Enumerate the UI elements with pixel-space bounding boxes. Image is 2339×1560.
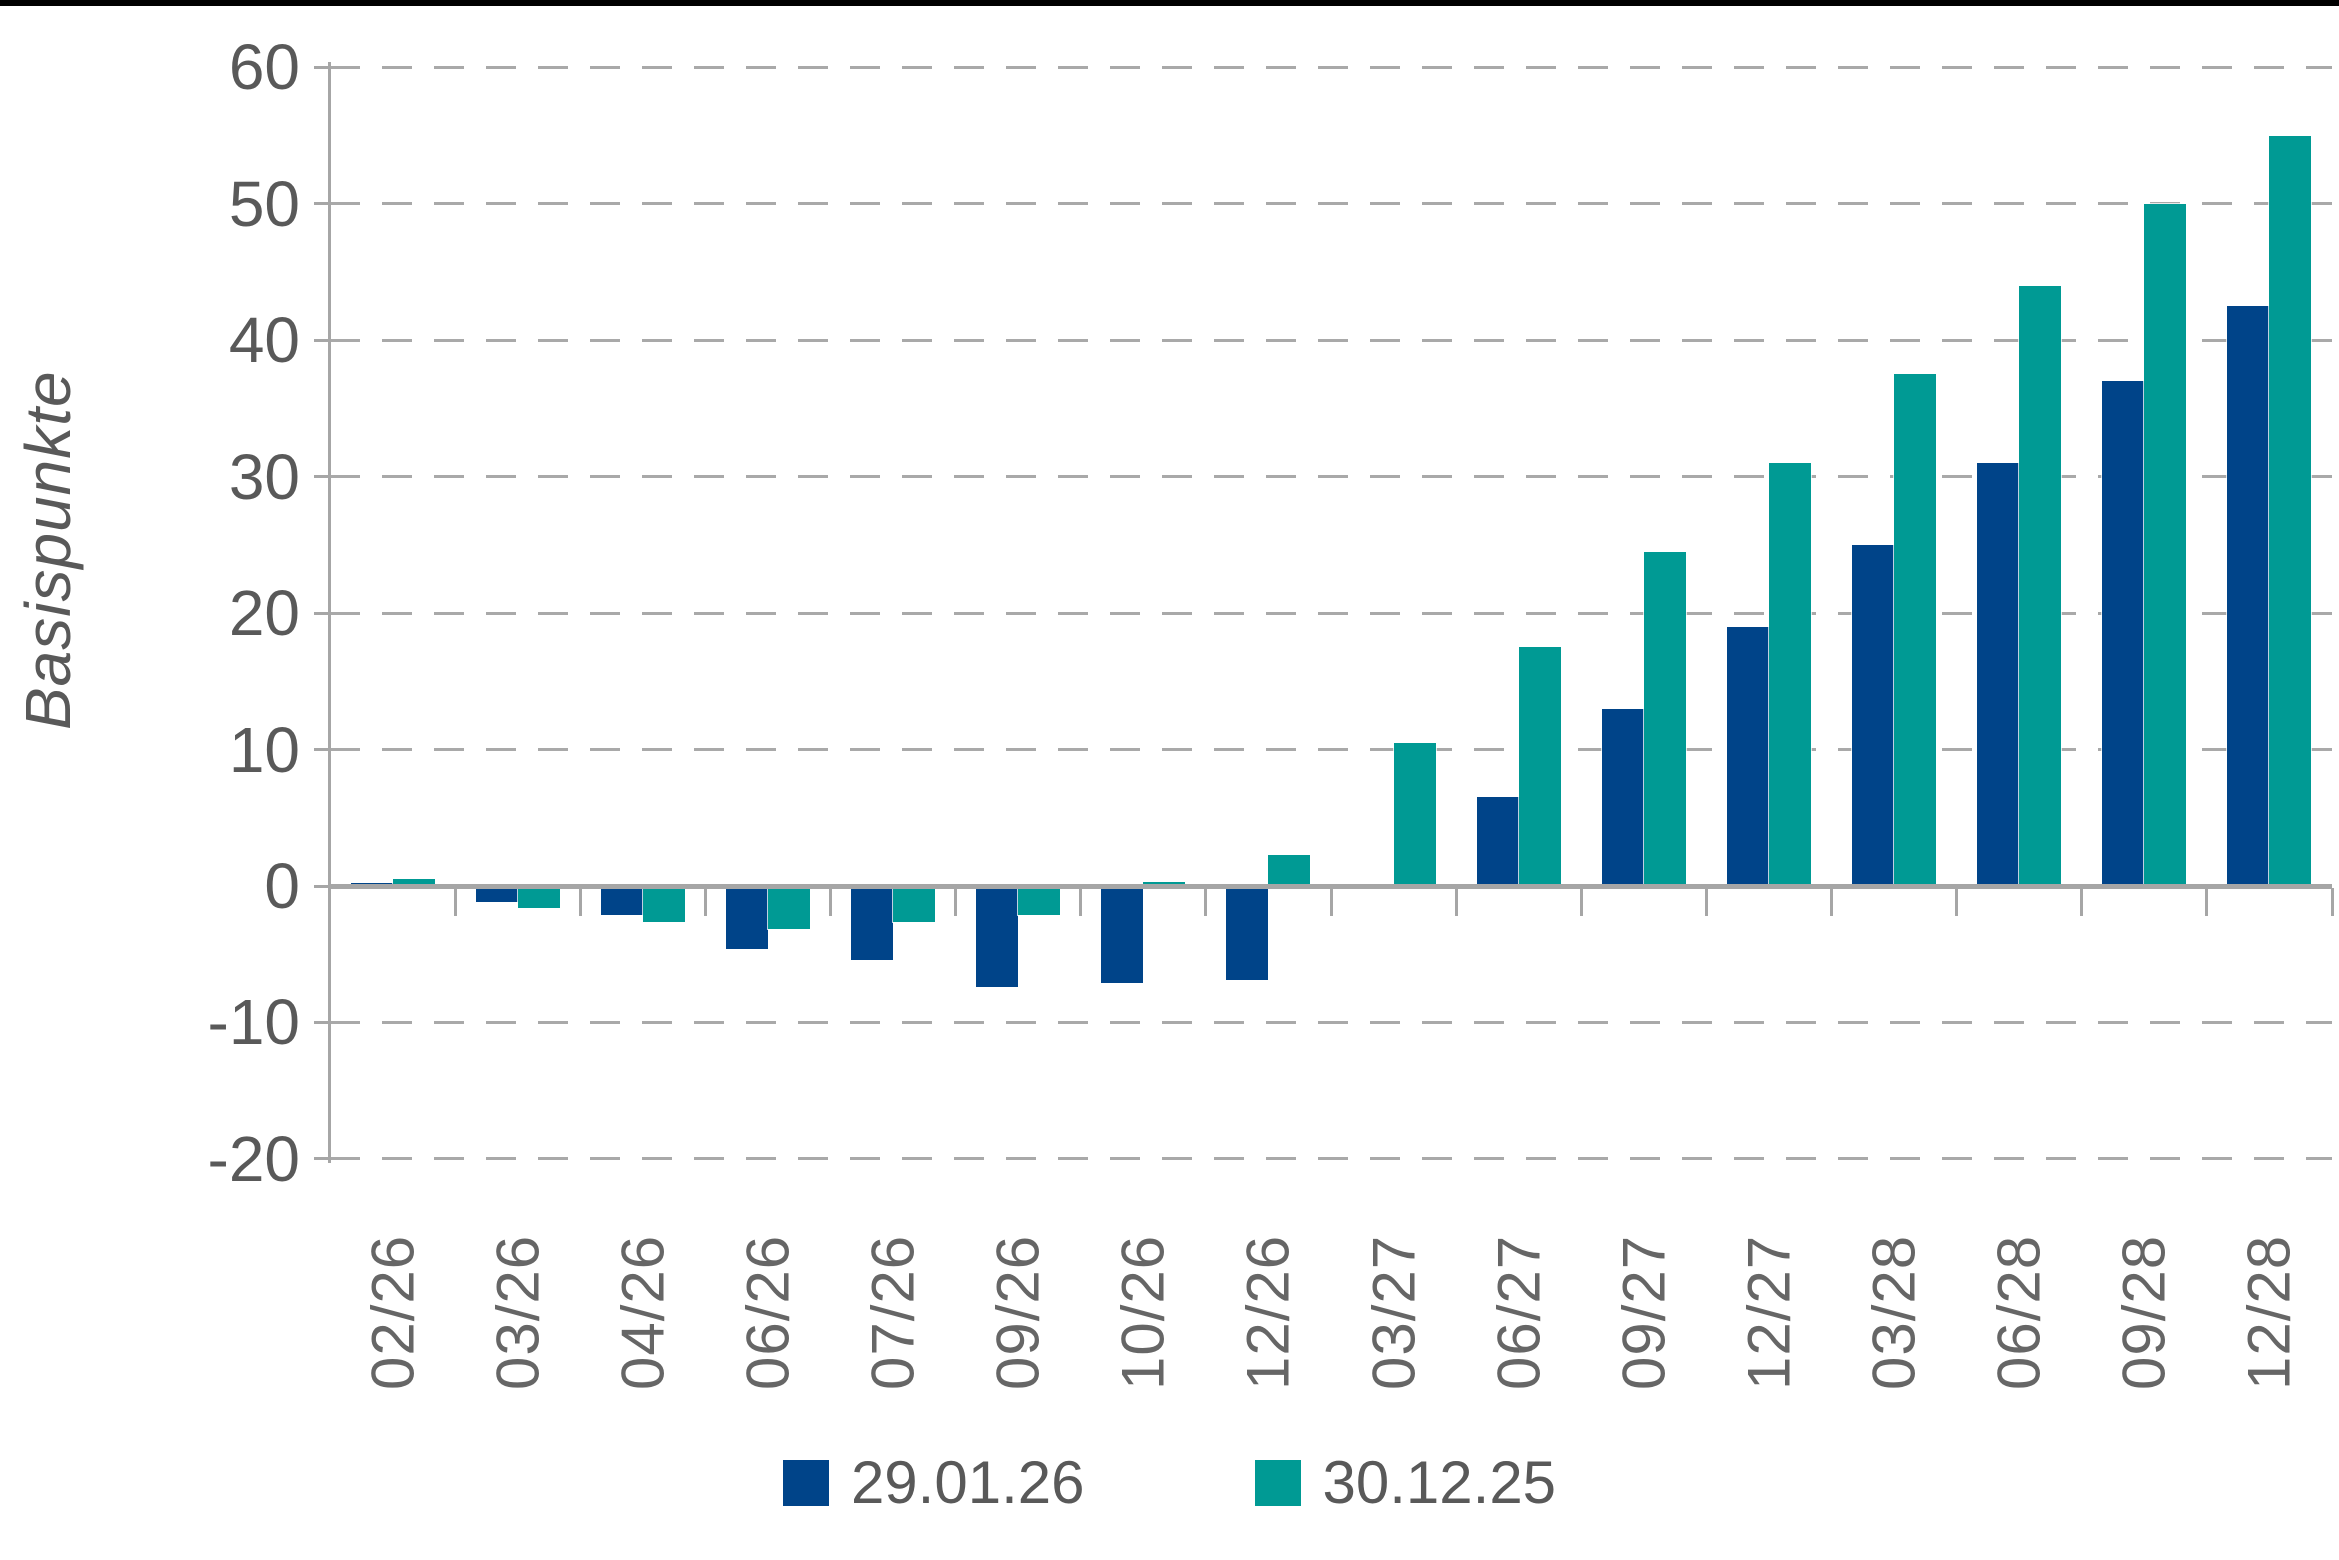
y-tick-label: 20 xyxy=(228,577,300,650)
x-tick-label-04-26: 04/26 xyxy=(609,1234,677,1390)
bar-29-01-26-09-28 xyxy=(2102,381,2145,886)
x-tick-label-09-28: 09/28 xyxy=(2110,1234,2178,1390)
gridline--10 xyxy=(330,1020,2332,1024)
bar-29-01-26-12-27 xyxy=(1726,626,1769,886)
gridline-10 xyxy=(330,748,2332,752)
legend: 29.01.26 30.12.25 xyxy=(0,1448,2339,1517)
legend-label: 29.01.26 xyxy=(850,1449,1085,1516)
x-tick-label-06-28: 06/28 xyxy=(1985,1234,2053,1390)
x-tick-label-12-28: 12/28 xyxy=(2235,1234,2303,1390)
y-tick-label: 10 xyxy=(228,713,300,786)
top-border-strip xyxy=(0,0,2339,6)
bar-30-12-25-09-27 xyxy=(1643,551,1686,886)
x-tick-label-06-26: 06/26 xyxy=(734,1234,802,1390)
y-axis-line xyxy=(328,62,331,1163)
gridline-30 xyxy=(330,475,2332,479)
bar-30-12-25-12-27 xyxy=(1768,463,1811,886)
legend-swatch-30-12-25 xyxy=(1254,1459,1301,1506)
y-axis-title: Basispunkte xyxy=(12,370,84,730)
y-axis-tick xyxy=(314,748,330,752)
x-tick-label-02-26: 02/26 xyxy=(359,1234,427,1390)
bar-30-12-25-09-28 xyxy=(2144,203,2187,886)
bar-30-12-25-06-26 xyxy=(767,888,810,929)
y-tick-label: 0 xyxy=(264,850,300,922)
y-axis-tick xyxy=(314,475,330,479)
x-axis-tick xyxy=(2205,888,2209,916)
y-axis-tick xyxy=(314,65,330,69)
bar-29-01-26-12-28 xyxy=(2227,306,2270,886)
bar-30-12-25-03-28 xyxy=(1894,374,1937,886)
x-axis-tick xyxy=(954,888,958,916)
y-tick-label: -20 xyxy=(207,1122,301,1195)
legend-item-30-12-25: 30.12.25 xyxy=(1254,1448,1557,1517)
x-axis-tick xyxy=(1579,888,1583,916)
x-axis-tick xyxy=(453,888,457,916)
bar-30-12-25-02-26 xyxy=(392,879,435,886)
y-tick-label: 30 xyxy=(228,440,300,513)
bar-30-12-25-12-26 xyxy=(1268,854,1311,886)
bar-30-12-25-03-27 xyxy=(1393,742,1436,886)
x-tick-label-12-26: 12/26 xyxy=(1234,1234,1302,1390)
x-tick-label-09-27: 09/27 xyxy=(1610,1234,1678,1390)
bar-29-01-26-03-28 xyxy=(1852,544,1895,886)
x-axis-tick xyxy=(703,888,707,916)
y-axis-tick xyxy=(314,202,330,206)
y-tick-label: 60 xyxy=(228,31,300,104)
x-tick-label-03-28: 03/28 xyxy=(1860,1234,1928,1390)
x-axis-tick xyxy=(2080,888,2084,916)
gridline-40 xyxy=(330,338,2332,342)
x-axis-tick xyxy=(578,888,582,916)
y-axis-tick xyxy=(314,884,330,888)
gridline-20 xyxy=(330,611,2332,615)
y-axis-tick xyxy=(314,1020,330,1024)
x-axis-tick xyxy=(829,888,832,916)
y-axis-tick xyxy=(314,611,330,615)
gridline-50 xyxy=(330,202,2332,206)
x-axis-tick xyxy=(2330,888,2334,916)
legend-item-29-01-26: 29.01.26 xyxy=(782,1448,1085,1517)
bar-30-12-25-06-27 xyxy=(1518,647,1561,886)
bar-30-12-25-06-28 xyxy=(2019,285,2062,886)
x-axis-tick xyxy=(1830,888,1833,916)
y-tick-label: -10 xyxy=(207,986,301,1059)
y-axis-tick xyxy=(314,338,330,342)
bar-29-01-26-06-28 xyxy=(1977,463,2020,886)
x-axis-zero-line xyxy=(330,883,2332,889)
x-axis-tick xyxy=(1204,888,1208,916)
x-tick-label-03-27: 03/27 xyxy=(1360,1234,1428,1390)
bar-29-01-26-09-26 xyxy=(976,888,1019,987)
x-tick-label-12-27: 12/27 xyxy=(1735,1234,1803,1390)
x-tick-label-10-26: 10/26 xyxy=(1109,1234,1177,1390)
bar-30-12-25-03-26 xyxy=(517,888,560,909)
bar-29-01-26-12-26 xyxy=(1226,888,1269,981)
bar-30-12-25-12-28 xyxy=(2269,135,2312,886)
legend-label: 30.12.25 xyxy=(1322,1449,1557,1516)
x-tick-label-07-26: 07/26 xyxy=(859,1234,927,1390)
y-axis-tick xyxy=(314,1157,330,1161)
bar-29-01-26-06-27 xyxy=(1476,797,1519,886)
x-axis-tick xyxy=(1079,888,1083,916)
y-tick-label: 50 xyxy=(228,167,300,240)
bar-30-12-25-09-26 xyxy=(1018,888,1061,916)
x-tick-label-06-27: 06/27 xyxy=(1485,1234,1553,1390)
x-axis-tick xyxy=(1329,888,1333,916)
bar-29-01-26-07-26 xyxy=(851,888,894,960)
y-tick-label: 40 xyxy=(228,304,300,377)
bar-29-01-26-04-26 xyxy=(600,888,643,916)
bar-29-01-26-09-27 xyxy=(1601,708,1644,886)
legend-swatch-29-01-26 xyxy=(782,1459,829,1506)
x-tick-label-03-26: 03/26 xyxy=(484,1234,552,1390)
x-axis-tick xyxy=(1955,888,1959,916)
x-axis-tick xyxy=(1704,888,1708,916)
bar-29-01-26-10-26 xyxy=(1101,888,1144,984)
gridline--20 xyxy=(330,1157,2332,1161)
x-axis-tick xyxy=(1454,888,1458,916)
bar-29-01-26-06-26 xyxy=(725,888,768,950)
gridline-60 xyxy=(330,65,2332,69)
x-tick-label-09-26: 09/26 xyxy=(984,1234,1052,1390)
bar-30-12-25-04-26 xyxy=(642,888,685,923)
bar-30-12-25-07-26 xyxy=(893,888,936,923)
bar-29-01-26-03-26 xyxy=(475,888,518,902)
